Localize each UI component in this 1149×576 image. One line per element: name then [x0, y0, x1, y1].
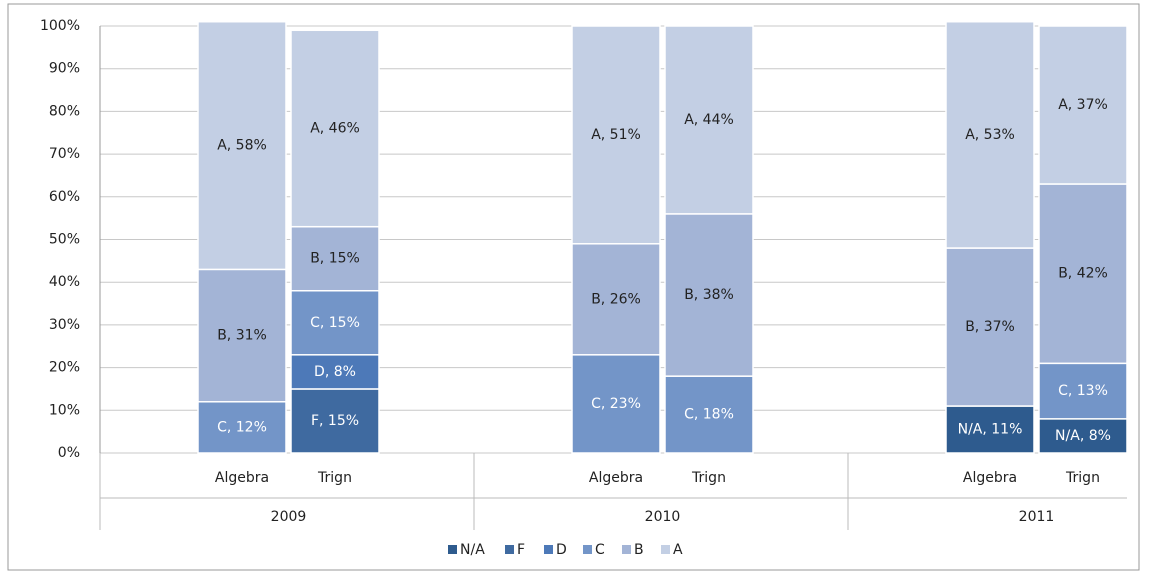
group-label: 2009: [271, 509, 307, 525]
bar-segment: [664, 25, 754, 215]
data-label: N/A, 8%: [1055, 428, 1111, 444]
x-tick-label: Algebra: [963, 470, 1017, 486]
data-label: A, 51%: [591, 127, 641, 143]
y-tick-label: 60%: [49, 189, 80, 205]
x-tick-label: Algebra: [589, 470, 643, 486]
y-tick-label: 30%: [49, 317, 80, 333]
group-label: 2010: [645, 509, 681, 525]
x-tick-label: Trign: [317, 470, 352, 486]
bar-segment: [664, 213, 754, 377]
bar-segment: [571, 354, 661, 454]
x-tick-label: Trign: [691, 470, 726, 486]
y-tick-label: 50%: [49, 232, 80, 248]
legend-swatch: [544, 545, 553, 554]
y-tick-label: 90%: [49, 61, 80, 77]
bar-segment: [945, 405, 1035, 454]
bar-segment: [197, 268, 287, 403]
data-label: B, 42%: [1058, 266, 1108, 282]
y-tick-label: 100%: [40, 18, 80, 34]
bar-segment: [1038, 418, 1128, 454]
data-label: C, 13%: [1058, 383, 1108, 399]
legend-label: N/A: [460, 542, 485, 558]
bar-segment: [1038, 25, 1128, 185]
data-label: F, 15%: [311, 413, 359, 429]
data-label: B, 37%: [965, 319, 1015, 335]
data-label: B, 38%: [684, 287, 734, 303]
data-label: A, 46%: [310, 120, 360, 136]
bar-segment: [197, 20, 287, 271]
bar-segment: [290, 354, 380, 390]
bar-segment: [197, 401, 287, 454]
y-tick-label: 0%: [58, 445, 80, 461]
data-label: C, 15%: [310, 315, 360, 331]
y-tick-label: 70%: [49, 146, 80, 162]
legend-swatch: [583, 545, 592, 554]
bar-segment: [945, 20, 1035, 249]
data-label: B, 26%: [591, 291, 641, 307]
data-label: A, 58%: [217, 138, 267, 154]
y-tick-label: 10%: [49, 402, 80, 418]
bar-segment: [290, 29, 380, 228]
legend-swatch: [661, 545, 670, 554]
y-tick-label: 20%: [49, 360, 80, 376]
bar-segment: [290, 225, 380, 292]
data-label: A, 44%: [684, 112, 734, 128]
legend-label: D: [556, 542, 567, 558]
group-label: 2011: [1019, 509, 1055, 525]
bar-segment: [945, 247, 1035, 407]
legend-swatch: [505, 545, 514, 554]
y-tick-label: 40%: [49, 274, 80, 290]
data-label: N/A, 11%: [958, 422, 1023, 438]
data-label: A, 37%: [1058, 97, 1108, 113]
bar-segment: [571, 243, 661, 356]
legend-label: A: [673, 542, 683, 558]
legend-swatch: [622, 545, 631, 554]
x-tick-label: Algebra: [215, 470, 269, 486]
bar-segment: [571, 25, 661, 245]
legend-label: F: [517, 542, 525, 558]
data-label: A, 53%: [965, 127, 1015, 143]
legend-label: C: [595, 542, 605, 558]
data-label: C, 12%: [217, 419, 267, 435]
data-label: C, 23%: [591, 396, 641, 412]
legend-label: B: [634, 542, 644, 558]
data-label: B, 31%: [217, 328, 267, 344]
bar-segment: [664, 375, 754, 454]
bar-segment: [1038, 183, 1128, 365]
data-label: C, 18%: [684, 407, 734, 423]
y-tick-label: 80%: [49, 103, 80, 119]
bar-segment: [290, 388, 380, 454]
legend-swatch: [448, 545, 457, 554]
data-label: B, 15%: [310, 251, 360, 267]
x-tick-label: Trign: [1065, 470, 1100, 486]
data-label: D, 8%: [314, 364, 356, 380]
